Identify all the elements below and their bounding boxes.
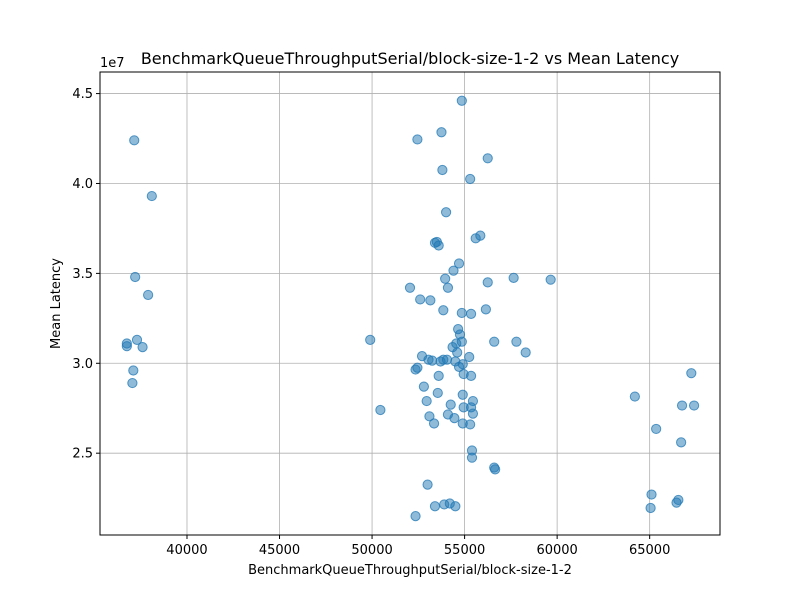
scatter-point: [445, 399, 456, 410]
scatter-point: [404, 282, 416, 293]
scatter-point: [676, 437, 687, 448]
scatter-point: [452, 347, 463, 358]
x-tick-label: 60000: [536, 543, 577, 558]
plot-area-background: [100, 72, 720, 535]
scatter-point: [449, 413, 460, 424]
x-axis-ticks: 40000 45000 50000 55000 60000 65000: [166, 535, 670, 558]
scatter-point: [412, 134, 423, 145]
scatter-point: [457, 359, 468, 370]
scatter-point: [453, 258, 465, 269]
chart-title: BenchmarkQueueThroughputSerial/block-siz…: [141, 49, 679, 68]
scatter-point: [671, 497, 682, 508]
scatter-point: [433, 240, 444, 251]
scatter-point: [433, 370, 444, 381]
scatter-point: [425, 295, 436, 306]
scatter-point: [418, 381, 429, 392]
y-tick-label: 2.5: [72, 447, 93, 462]
scatter-point: [511, 336, 522, 347]
scatter-point: [464, 351, 475, 363]
scatter-point: [375, 404, 386, 416]
scatter-point: [365, 334, 376, 346]
scatter-point: [429, 501, 441, 512]
x-tick-label: 65000: [629, 543, 670, 558]
scatter-point: [440, 273, 451, 284]
scatter-point: [465, 370, 477, 381]
x-tick-label: 45000: [259, 543, 300, 558]
x-tick-label: 40000: [166, 543, 207, 558]
scatter-point: [676, 400, 688, 411]
scatter-point: [441, 354, 453, 365]
scatter-point: [465, 173, 476, 185]
scatter-point: [410, 511, 421, 522]
data-points: [121, 95, 700, 522]
scatter-point: [437, 164, 448, 176]
scatter-point: [137, 342, 148, 353]
scatter-point: [131, 334, 143, 346]
scatter-point: [421, 395, 432, 407]
scatter-point: [686, 368, 697, 379]
scatter-point: [482, 153, 493, 164]
scatter-point: [130, 271, 141, 283]
scatter-point: [432, 387, 443, 399]
scatter-point: [457, 389, 468, 400]
y-axis-ticks: 2.5 3.0 3.5 4.0 4.5: [72, 87, 100, 462]
scatter-point: [450, 501, 461, 512]
y-tick-label: 4.0: [72, 177, 93, 192]
scatter-point: [438, 305, 449, 316]
scatter-point: [645, 502, 656, 514]
scatter-point: [490, 464, 501, 475]
scatter-point: [440, 207, 452, 218]
x-tick-label: 50000: [351, 543, 392, 558]
scatter-point: [520, 347, 531, 358]
x-tick-label: 55000: [444, 543, 485, 558]
scatter-point: [143, 289, 154, 301]
scatter-point: [442, 282, 454, 293]
scatter-point: [129, 135, 140, 146]
y-tick-label: 3.0: [72, 357, 93, 372]
scatter-point: [424, 411, 435, 422]
scatter-point: [475, 230, 486, 241]
scatter-point: [465, 419, 476, 430]
scatter-point: [415, 294, 426, 305]
scatter-point: [121, 341, 132, 352]
scatter-point: [146, 190, 157, 202]
scatter-point: [456, 307, 467, 319]
scatter-point: [128, 365, 139, 376]
scatter-point: [688, 400, 700, 411]
scatter-point: [651, 423, 662, 435]
scatter-point: [545, 274, 556, 285]
scatter-point: [412, 362, 423, 373]
scatter-point: [466, 452, 478, 463]
scatter-point: [436, 127, 447, 138]
scatter-point: [480, 304, 491, 315]
y-axis-label: Mean Latency: [49, 258, 64, 349]
scatter-point: [489, 336, 500, 347]
scatter-point: [456, 336, 467, 347]
y-axis-multiplier: 1e7: [100, 56, 125, 71]
scatter-point: [465, 308, 477, 319]
scatter-point: [508, 272, 519, 283]
scatter-point: [422, 479, 433, 490]
x-axis-label: BenchmarkQueueThroughputSerial/block-siz…: [248, 563, 572, 578]
y-tick-label: 3.5: [72, 267, 93, 282]
scatter-point: [427, 355, 438, 366]
scatter-point: [646, 489, 657, 500]
scatter-point: [629, 391, 640, 402]
scatter-point: [127, 377, 138, 389]
scatter-point: [467, 408, 479, 419]
scatter-point: [428, 418, 440, 429]
scatter-point: [448, 265, 459, 276]
scatter-point: [482, 277, 493, 288]
grid-lines: [100, 72, 720, 535]
scatter-point: [456, 95, 467, 106]
plot-area-frame: [99, 71, 721, 536]
y-tick-label: 4.5: [72, 87, 93, 102]
